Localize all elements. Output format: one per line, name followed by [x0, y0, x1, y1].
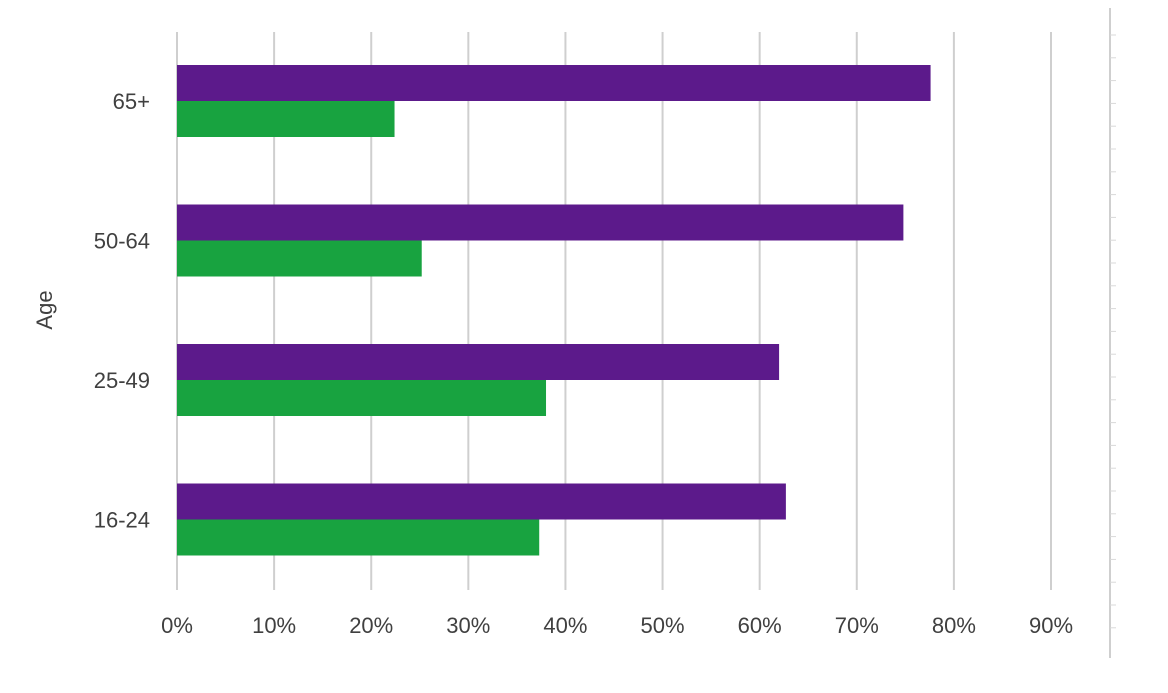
- bar: [177, 204, 904, 241]
- x-tick-label: 10%: [252, 613, 296, 638]
- x-tick-label: 90%: [1029, 613, 1073, 638]
- x-tick-label: 70%: [835, 613, 879, 638]
- x-tick-label: 80%: [932, 613, 976, 638]
- y-tick-label: 50-64: [94, 229, 150, 254]
- bar: [177, 344, 780, 380]
- bars: [177, 65, 931, 556]
- bar: [177, 519, 540, 556]
- bar: [177, 65, 931, 101]
- y-tick-labels: 65+ 50-64 25-49 16-24: [94, 89, 150, 533]
- x-tick-label: 30%: [446, 613, 490, 638]
- chart-area-right-border: [1109, 8, 1116, 658]
- x-tick-label: 50%: [641, 613, 685, 638]
- bar: [177, 101, 395, 137]
- y-axis-title: Age: [32, 290, 57, 329]
- bar: [177, 380, 547, 416]
- y-tick-label: 25-49: [94, 368, 150, 393]
- bar: [177, 240, 422, 277]
- x-tick-label: 20%: [349, 613, 393, 638]
- bar: [177, 483, 786, 520]
- y-tick-label: 16-24: [94, 508, 150, 533]
- x-tick-label: 40%: [543, 613, 587, 638]
- y-tick-label: 65+: [113, 89, 150, 114]
- x-tick-label: 60%: [738, 613, 782, 638]
- x-tick-labels: 0% 10% 20% 30% 40% 50% 60% 70% 80% 90%: [161, 613, 1073, 638]
- x-tick-label: 0%: [161, 613, 193, 638]
